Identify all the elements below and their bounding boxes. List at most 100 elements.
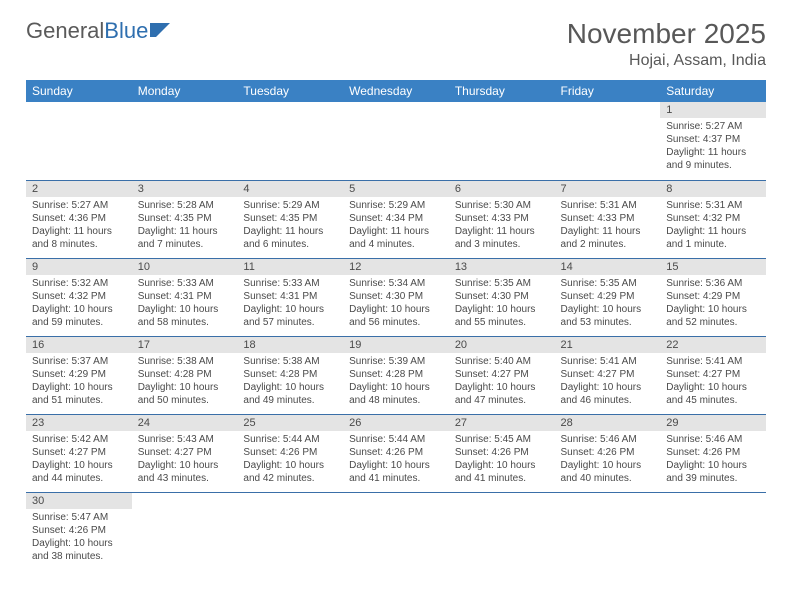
day-details: Sunrise: 5:41 AMSunset: 4:27 PMDaylight:…	[660, 353, 766, 411]
calendar-day-cell	[343, 102, 449, 180]
sunrise-text: Sunrise: 5:35 AM	[455, 277, 549, 290]
daylight-text: Daylight: 10 hours and 42 minutes.	[243, 459, 337, 485]
daylight-text: Daylight: 10 hours and 41 minutes.	[349, 459, 443, 485]
day-number: 2	[26, 181, 132, 197]
weekday-header: Friday	[555, 80, 661, 102]
day-number: 19	[343, 337, 449, 353]
day-details: Sunrise: 5:38 AMSunset: 4:28 PMDaylight:…	[237, 353, 343, 411]
sunrise-text: Sunrise: 5:38 AM	[243, 355, 337, 368]
daylight-text: Daylight: 10 hours and 55 minutes.	[455, 303, 549, 329]
sunset-text: Sunset: 4:35 PM	[138, 212, 232, 225]
sunrise-text: Sunrise: 5:27 AM	[32, 199, 126, 212]
sunrise-text: Sunrise: 5:46 AM	[666, 433, 760, 446]
sunrise-text: Sunrise: 5:41 AM	[666, 355, 760, 368]
sunset-text: Sunset: 4:28 PM	[243, 368, 337, 381]
weekday-header: Tuesday	[237, 80, 343, 102]
calendar-day-cell: 17Sunrise: 5:38 AMSunset: 4:28 PMDayligh…	[132, 336, 238, 414]
day-number: 13	[449, 259, 555, 275]
day-details: Sunrise: 5:38 AMSunset: 4:28 PMDaylight:…	[132, 353, 238, 411]
day-details: Sunrise: 5:29 AMSunset: 4:35 PMDaylight:…	[237, 197, 343, 255]
sunrise-text: Sunrise: 5:36 AM	[666, 277, 760, 290]
day-number: 30	[26, 493, 132, 509]
day-details: Sunrise: 5:37 AMSunset: 4:29 PMDaylight:…	[26, 353, 132, 411]
day-details: Sunrise: 5:32 AMSunset: 4:32 PMDaylight:…	[26, 275, 132, 333]
day-details: Sunrise: 5:41 AMSunset: 4:27 PMDaylight:…	[555, 353, 661, 411]
daylight-text: Daylight: 10 hours and 58 minutes.	[138, 303, 232, 329]
daylight-text: Daylight: 10 hours and 45 minutes.	[666, 381, 760, 407]
day-details: Sunrise: 5:31 AMSunset: 4:33 PMDaylight:…	[555, 197, 661, 255]
calendar-day-cell	[555, 492, 661, 570]
calendar-day-cell	[449, 492, 555, 570]
weekday-header: Wednesday	[343, 80, 449, 102]
sunset-text: Sunset: 4:33 PM	[561, 212, 655, 225]
weekday-header: Monday	[132, 80, 238, 102]
calendar-day-cell: 8Sunrise: 5:31 AMSunset: 4:32 PMDaylight…	[660, 180, 766, 258]
title-block: November 2025 Hojai, Assam, India	[567, 18, 766, 70]
day-details: Sunrise: 5:35 AMSunset: 4:30 PMDaylight:…	[449, 275, 555, 333]
sunset-text: Sunset: 4:27 PM	[561, 368, 655, 381]
calendar-day-cell: 3Sunrise: 5:28 AMSunset: 4:35 PMDaylight…	[132, 180, 238, 258]
day-details: Sunrise: 5:47 AMSunset: 4:26 PMDaylight:…	[26, 509, 132, 567]
day-number: 22	[660, 337, 766, 353]
daylight-text: Daylight: 11 hours and 6 minutes.	[243, 225, 337, 251]
sunrise-text: Sunrise: 5:41 AM	[561, 355, 655, 368]
sunset-text: Sunset: 4:29 PM	[32, 368, 126, 381]
calendar-week-row: 1Sunrise: 5:27 AMSunset: 4:37 PMDaylight…	[26, 102, 766, 180]
day-number: 27	[449, 415, 555, 431]
calendar-header-row: Sunday Monday Tuesday Wednesday Thursday…	[26, 80, 766, 102]
daylight-text: Daylight: 10 hours and 49 minutes.	[243, 381, 337, 407]
daylight-text: Daylight: 11 hours and 7 minutes.	[138, 225, 232, 251]
location-label: Hojai, Assam, India	[567, 52, 766, 70]
month-title: November 2025	[567, 18, 766, 50]
sunset-text: Sunset: 4:33 PM	[455, 212, 549, 225]
sunrise-text: Sunrise: 5:42 AM	[32, 433, 126, 446]
day-number: 17	[132, 337, 238, 353]
calendar-page: GeneralBlue November 2025 Hojai, Assam, …	[0, 0, 792, 570]
logo-flag-icon	[150, 21, 172, 37]
calendar-day-cell	[132, 492, 238, 570]
sunset-text: Sunset: 4:29 PM	[561, 290, 655, 303]
sunset-text: Sunset: 4:27 PM	[138, 446, 232, 459]
calendar-day-cell: 10Sunrise: 5:33 AMSunset: 4:31 PMDayligh…	[132, 258, 238, 336]
daylight-text: Daylight: 11 hours and 3 minutes.	[455, 225, 549, 251]
calendar-day-cell	[132, 102, 238, 180]
sunrise-text: Sunrise: 5:29 AM	[243, 199, 337, 212]
sunrise-text: Sunrise: 5:35 AM	[561, 277, 655, 290]
day-details: Sunrise: 5:35 AMSunset: 4:29 PMDaylight:…	[555, 275, 661, 333]
calendar-day-cell: 6Sunrise: 5:30 AMSunset: 4:33 PMDaylight…	[449, 180, 555, 258]
weekday-header: Sunday	[26, 80, 132, 102]
sunrise-text: Sunrise: 5:46 AM	[561, 433, 655, 446]
sunrise-text: Sunrise: 5:30 AM	[455, 199, 549, 212]
day-number: 15	[660, 259, 766, 275]
calendar-day-cell: 20Sunrise: 5:40 AMSunset: 4:27 PMDayligh…	[449, 336, 555, 414]
sunrise-text: Sunrise: 5:33 AM	[138, 277, 232, 290]
sunrise-text: Sunrise: 5:31 AM	[561, 199, 655, 212]
day-number: 16	[26, 337, 132, 353]
daylight-text: Daylight: 10 hours and 57 minutes.	[243, 303, 337, 329]
day-details: Sunrise: 5:27 AMSunset: 4:36 PMDaylight:…	[26, 197, 132, 255]
sunrise-text: Sunrise: 5:44 AM	[243, 433, 337, 446]
sunset-text: Sunset: 4:32 PM	[32, 290, 126, 303]
day-number: 28	[555, 415, 661, 431]
daylight-text: Daylight: 10 hours and 40 minutes.	[561, 459, 655, 485]
day-number: 21	[555, 337, 661, 353]
sunset-text: Sunset: 4:26 PM	[666, 446, 760, 459]
calendar-week-row: 9Sunrise: 5:32 AMSunset: 4:32 PMDaylight…	[26, 258, 766, 336]
day-number: 9	[26, 259, 132, 275]
sunset-text: Sunset: 4:29 PM	[666, 290, 760, 303]
sunrise-text: Sunrise: 5:38 AM	[138, 355, 232, 368]
calendar-day-cell: 28Sunrise: 5:46 AMSunset: 4:26 PMDayligh…	[555, 414, 661, 492]
calendar-day-cell: 2Sunrise: 5:27 AMSunset: 4:36 PMDaylight…	[26, 180, 132, 258]
calendar-day-cell: 21Sunrise: 5:41 AMSunset: 4:27 PMDayligh…	[555, 336, 661, 414]
calendar-day-cell: 9Sunrise: 5:32 AMSunset: 4:32 PMDaylight…	[26, 258, 132, 336]
day-number: 12	[343, 259, 449, 275]
sunset-text: Sunset: 4:26 PM	[349, 446, 443, 459]
calendar-day-cell	[555, 102, 661, 180]
sunset-text: Sunset: 4:30 PM	[455, 290, 549, 303]
calendar-week-row: 23Sunrise: 5:42 AMSunset: 4:27 PMDayligh…	[26, 414, 766, 492]
day-number: 10	[132, 259, 238, 275]
day-number: 11	[237, 259, 343, 275]
calendar-day-cell	[660, 492, 766, 570]
calendar-week-row: 30Sunrise: 5:47 AMSunset: 4:26 PMDayligh…	[26, 492, 766, 570]
day-details: Sunrise: 5:36 AMSunset: 4:29 PMDaylight:…	[660, 275, 766, 333]
